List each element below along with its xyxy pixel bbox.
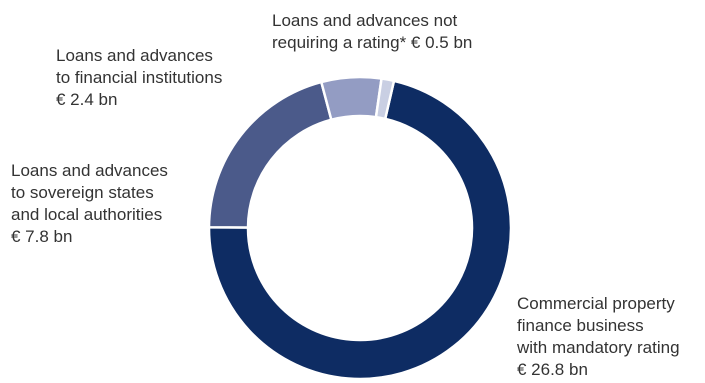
slice-label-sovereign-states: Loans and advances to sovereign states a… (11, 160, 168, 248)
slice-not-requiring-rating (374, 77, 396, 121)
slice-label-not-requiring-rating: Loans and advances not requiring a ratin… (272, 10, 472, 54)
slice-financial-institutions (320, 75, 383, 121)
label-line: finance business (517, 316, 644, 335)
label-line: Loans and advances not (272, 11, 458, 30)
label-line: and local authorities (11, 205, 163, 224)
label-value: € 2.4 bn (56, 90, 118, 109)
label-line: with mandatory rating (517, 338, 680, 357)
label-line: Commercial property (517, 294, 675, 313)
label-line: requiring a rating* € 0.5 bn (272, 33, 473, 52)
slice-label-commercial-property: Commercial property finance business wit… (517, 293, 680, 381)
slice-commercial-property (207, 79, 513, 381)
slice-label-financial-institutions: Loans and advances to financial institut… (56, 45, 222, 111)
label-line: to financial institutions (56, 68, 223, 87)
label-value: € 26.8 bn (517, 360, 588, 379)
label-line: Loans and advances (56, 46, 213, 65)
label-value: € 7.8 bn (11, 227, 73, 246)
label-line: Loans and advances (11, 161, 168, 180)
label-line: to sovereign states (11, 183, 154, 202)
slice-sovereign-states (207, 80, 333, 229)
